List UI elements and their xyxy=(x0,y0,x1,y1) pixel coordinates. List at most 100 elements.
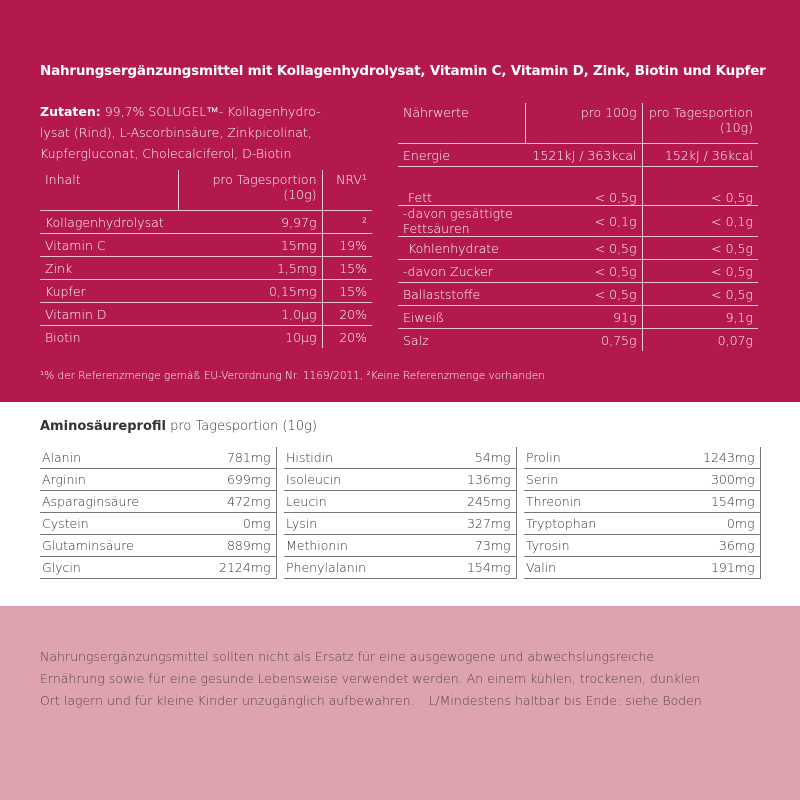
amino-row: Isoleucin 136mg xyxy=(284,468,516,491)
header-text: pro 100g xyxy=(580,105,637,120)
table-row: Salz 0,75g 0,07g xyxy=(398,328,758,351)
header-cell: Nährwerte xyxy=(398,103,525,144)
amino-amount: 36mg xyxy=(694,534,760,557)
amino-row: Histidin 54mg xyxy=(284,447,516,469)
header-text: Inhalt xyxy=(45,172,81,187)
amino-row: Threonin 154mg xyxy=(524,490,760,513)
header-row: Nährwerte pro 100g pro Tagesportion (10g) xyxy=(398,103,758,144)
row-value: 0,15mg xyxy=(178,279,322,303)
amino-amount: 245mg xyxy=(450,490,516,513)
row-value: 15mg xyxy=(178,233,322,257)
row-value: 1,0µg xyxy=(178,302,322,326)
row-label: Vitamin C xyxy=(40,233,178,257)
amino-row: Glutaminsäure 889mg xyxy=(40,534,276,557)
header-cell: pro Tagesportion (10g) xyxy=(641,103,758,144)
amino-row: Valin 191mg xyxy=(524,556,760,579)
amino-table: Prolin 1243mg Serin 300mg Threonin 154mg Trypt… xyxy=(524,447,761,579)
amino-amount: 300mg xyxy=(694,468,760,491)
amino-amount: 699mg xyxy=(210,468,276,491)
content-table: Inhalt pro Tagesportion (10g) NRV¹ Kollagen… xyxy=(40,170,372,348)
row-value: 152kJ / 36kcal xyxy=(641,143,758,167)
row-label: Fett xyxy=(398,166,525,206)
amino-name: Serin xyxy=(524,468,694,491)
table-row: Kohlenhydrate < 0,5g < 0,5g xyxy=(398,236,758,260)
header-text: Nährwerte xyxy=(403,105,469,120)
amino-name: Tyrosin xyxy=(524,534,694,557)
amino-amount: 2124mg xyxy=(210,556,276,579)
amino-row: Prolin 1243mg xyxy=(524,447,760,469)
row-value: 91g xyxy=(525,305,642,329)
amino-name: Threonin xyxy=(524,490,694,513)
row-value: < 0,5g xyxy=(525,282,642,306)
row-value: 1,5mg xyxy=(178,256,322,280)
ingredients-label: Zutaten: xyxy=(40,104,101,119)
amino-name: Prolin xyxy=(524,447,694,469)
note-line: Ort lagern und für kleine Kinder unzugän… xyxy=(40,693,415,708)
amino-row: Lysin 327mg xyxy=(284,512,516,535)
table-row: Energie 1521kJ / 363kcal 152kJ / 36kcal xyxy=(398,143,758,167)
amino-table: Histidin 54mg Isoleucin 136mg Leucin 245mg Lys… xyxy=(284,447,517,579)
row-label: -davon Zucker xyxy=(398,259,525,283)
row-value: < 0,5g xyxy=(525,236,642,260)
row-value: 15% xyxy=(321,256,372,280)
amino-amount: 154mg xyxy=(694,490,760,513)
ingredients-line: Kupfergluconat, Cholecalciferol, D-Bioti… xyxy=(40,146,292,161)
header-cell: pro 100g xyxy=(524,103,642,144)
row-value: < 0,5g xyxy=(525,259,642,283)
row-label: Salz xyxy=(403,332,429,348)
amino-name: Leucin xyxy=(284,490,450,513)
nutrition-table: Nährwerte pro 100g pro Tagesportion (10g) E… xyxy=(398,103,758,351)
table-row: -davon Zucker < 0,5g < 0,5g xyxy=(398,259,758,283)
amino-amount: 1243mg xyxy=(694,447,760,469)
footnote: ¹% der Referenzmenge gemäß EU-Verordnung… xyxy=(40,370,545,382)
amino-row: Phenylalanin 154mg xyxy=(284,556,516,579)
header-text: pro Tagesportion (10g) xyxy=(648,105,753,135)
row-value: 19% xyxy=(321,233,372,257)
amino-row: Cystein 0mg xyxy=(40,512,276,535)
amino-name: Histidin xyxy=(284,447,450,469)
header-row: Inhalt pro Tagesportion (10g) NRV¹ xyxy=(40,170,372,211)
row-label: Ballaststoffe xyxy=(398,282,525,306)
amino-amount: 73mg xyxy=(450,534,516,557)
row-value: < 0,1g xyxy=(525,205,642,237)
amino-section: Aminosäureprofil pro Tagesportion (10g) … xyxy=(0,402,800,606)
amino-amount: 889mg xyxy=(210,534,276,557)
row-label: Kollagenhydrolysat xyxy=(40,210,178,234)
amino-row: Glycin 2124mg xyxy=(40,556,276,579)
amino-amount: 136mg xyxy=(450,468,516,491)
row-value: ² xyxy=(321,210,372,234)
note-line: Nahrungsergänzungsmittel sollten nicht a… xyxy=(40,649,655,664)
row-value: 10µg xyxy=(285,329,317,345)
table-row: Kupfer 0,15mg 15% xyxy=(40,279,372,303)
amino-name: Glycin xyxy=(40,556,210,579)
amino-name: Arginin xyxy=(40,468,210,491)
row-value: < 0,5g xyxy=(641,282,758,306)
amino-row: Asparaginsäure 472mg xyxy=(40,490,276,513)
row-label: Kohlenhydrate xyxy=(398,236,525,260)
row-label: Biotin xyxy=(45,329,81,345)
amino-table: Alanin 781mg Arginin 699mg Asparaginsäure 472… xyxy=(40,447,277,579)
row-label: Eiweiß xyxy=(398,305,525,329)
table-row: Ballaststoffe < 0,5g < 0,5g xyxy=(398,282,758,306)
row-value: 9,97g xyxy=(178,210,322,234)
header-text: NRV¹ xyxy=(336,172,367,187)
row-value: 15% xyxy=(321,279,372,303)
row-value: < 0,5g xyxy=(641,236,758,260)
note-line: Ernährung sowie für eine gesunde Lebensw… xyxy=(40,671,701,686)
amino-amount: 0mg xyxy=(694,512,760,535)
table-row: Vitamin C 15mg 19% xyxy=(40,233,372,257)
header-text: pro Tagesportion (10g) xyxy=(212,172,317,202)
amino-row: Methionin 73mg xyxy=(284,534,516,557)
amino-amount: 472mg xyxy=(210,490,276,513)
amino-title: Aminosäureprofil xyxy=(40,419,166,434)
ingredients: Zutaten: 99,7% SOLUGEL™- Kollagenhydro-l… xyxy=(40,101,375,164)
amino-amount: 54mg xyxy=(450,447,516,469)
row-value: < 0,1g xyxy=(641,205,758,237)
table-row: Zink 1,5mg 15% xyxy=(40,256,372,280)
row-value: 20% xyxy=(321,302,372,326)
amino-name: Methionin xyxy=(284,534,450,557)
table-row: Vitamin D 1,0µg 20% xyxy=(40,302,372,326)
row-value: < 0,5g xyxy=(525,166,642,206)
title: Nahrungsergänzungsmittel mit Kollagenhyd… xyxy=(40,63,766,79)
